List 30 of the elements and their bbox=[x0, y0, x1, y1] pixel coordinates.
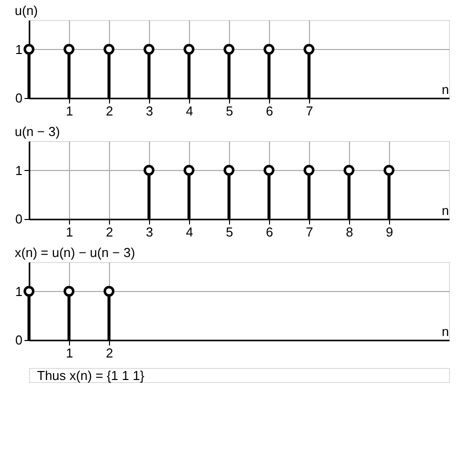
x-tick-label: 6 bbox=[266, 104, 274, 118]
chart-title: u(n − 3) bbox=[14, 124, 60, 139]
y-tick-label: 1 bbox=[15, 42, 22, 57]
x-tick-label: 7 bbox=[306, 104, 314, 118]
chart-title: x(n) = u(n) − u(n − 3) bbox=[14, 245, 136, 260]
y-tick-label: 0 bbox=[15, 212, 22, 226]
x-tick-label: 1 bbox=[66, 224, 74, 240]
chart-title: u(n) bbox=[14, 3, 38, 18]
x-tick-label: 5 bbox=[226, 104, 234, 118]
y-tick-label: 0 bbox=[15, 332, 22, 348]
x-tick-label: 4 bbox=[186, 224, 194, 240]
x-tick-label: 1 bbox=[66, 104, 74, 118]
x-tick-label: 5 bbox=[226, 224, 234, 240]
x-tick-label: 7 bbox=[306, 224, 314, 240]
x-axis-title: n bbox=[442, 324, 449, 339]
x-tick-label: 2 bbox=[106, 224, 114, 240]
x-tick-label: 8 bbox=[346, 224, 354, 240]
x-tick-label: 2 bbox=[106, 104, 114, 118]
y-tick-label: 1 bbox=[15, 284, 22, 299]
x-tick-label: 2 bbox=[106, 346, 114, 360]
x-axis-title: n bbox=[442, 82, 449, 97]
x-tick-label: 6 bbox=[266, 224, 274, 240]
x-axis-title: n bbox=[442, 203, 449, 218]
x-tick-label: 9 bbox=[386, 224, 394, 240]
text: Thus x(n) = {1 1 1} bbox=[37, 368, 145, 383]
y-tick-label: 1 bbox=[15, 162, 22, 178]
x-tick-label: 4 bbox=[186, 104, 194, 118]
y-tick-label: 0 bbox=[15, 90, 22, 106]
x-tick-label: 3 bbox=[146, 224, 154, 240]
x-tick-label: 3 bbox=[146, 104, 154, 118]
